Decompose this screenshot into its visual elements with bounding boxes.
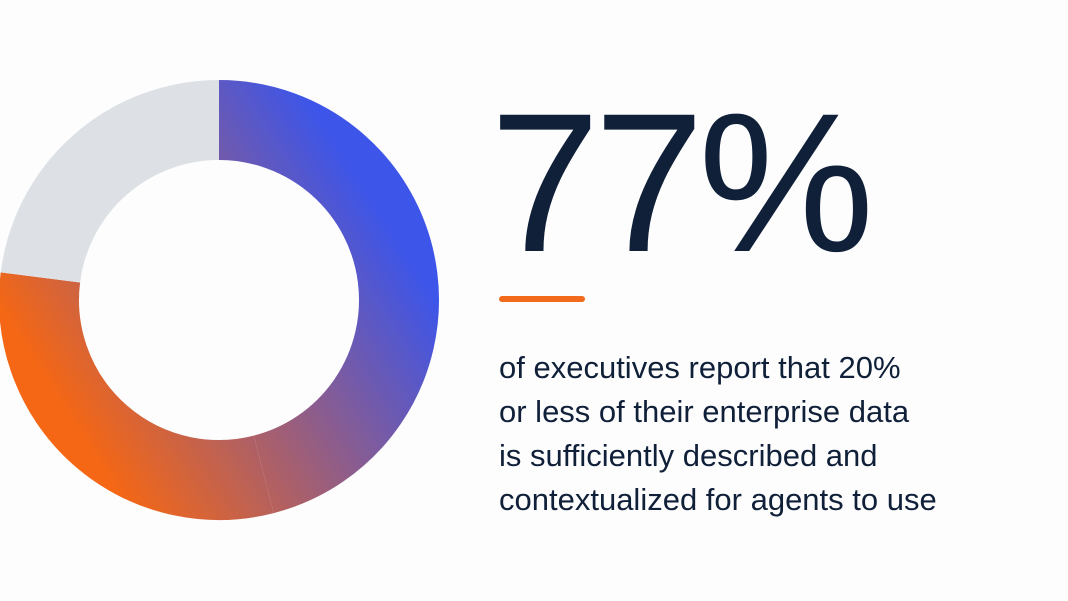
- donut-slice-3: [0, 80, 220, 284]
- stat-value: 77%: [490, 72, 874, 293]
- donut-slice-1: [218, 80, 439, 514]
- description-line: contextualized for agents to use: [499, 482, 937, 517]
- donut-slice-2: [0, 272, 274, 520]
- description-line: or less of their enterprise data: [499, 394, 910, 429]
- donut-chart: [0, 80, 439, 520]
- accent-divider: [499, 296, 585, 302]
- stat-description: of executives report that 20% or less of…: [499, 346, 1059, 522]
- description-line: of executives report that 20%: [499, 350, 901, 385]
- donut-slices: [0, 80, 439, 520]
- description-line: is sufficiently described and: [499, 438, 878, 473]
